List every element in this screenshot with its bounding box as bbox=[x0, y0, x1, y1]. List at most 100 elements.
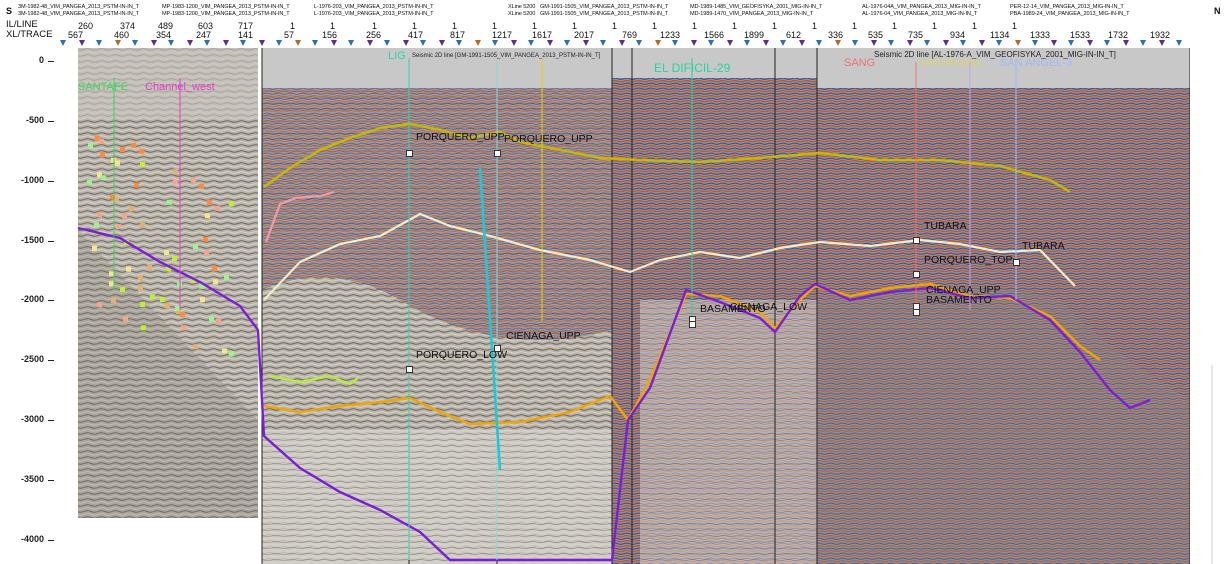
well-pick[interactable] bbox=[200, 297, 205, 302]
well-projection-marker[interactable] bbox=[816, 40, 822, 46]
horizon-pick-marker[interactable] bbox=[913, 309, 920, 316]
well-pick[interactable] bbox=[138, 285, 143, 291]
well-pick[interactable] bbox=[120, 287, 125, 292]
well-pick[interactable] bbox=[150, 294, 155, 300]
well-projection-marker[interactable] bbox=[168, 40, 174, 46]
well-projection-marker[interactable] bbox=[151, 40, 157, 46]
well-pick[interactable] bbox=[212, 266, 217, 271]
well-projection-marker[interactable] bbox=[456, 40, 462, 46]
well-projection-marker[interactable] bbox=[780, 40, 786, 46]
well-pick[interactable] bbox=[109, 271, 114, 277]
well-pick[interactable] bbox=[97, 172, 102, 178]
well-pick[interactable] bbox=[138, 275, 143, 281]
well-projection-marker[interactable] bbox=[204, 40, 210, 46]
well-pick[interactable] bbox=[164, 250, 169, 255]
well-label-san-angel[interactable]: SAN ANGEL-3 bbox=[1000, 57, 1073, 69]
well-pick[interactable] bbox=[109, 281, 114, 287]
well-projection-marker[interactable] bbox=[1123, 40, 1129, 46]
well-pick[interactable] bbox=[204, 250, 209, 255]
well-pick[interactable] bbox=[193, 344, 198, 350]
well-projection-marker[interactable] bbox=[1032, 40, 1038, 46]
well-pick[interactable] bbox=[134, 182, 139, 188]
well-projection-marker[interactable] bbox=[312, 40, 318, 46]
well-label-mid[interactable]: SANTANGEL bbox=[918, 57, 984, 69]
well-projection-marker[interactable] bbox=[348, 40, 354, 46]
well-pick[interactable] bbox=[139, 148, 144, 154]
well-projection-marker[interactable] bbox=[960, 40, 966, 46]
well-pick[interactable] bbox=[173, 179, 178, 185]
well-projection-marker[interactable] bbox=[511, 40, 517, 46]
well-pick[interactable] bbox=[191, 177, 196, 183]
well-projection-marker[interactable] bbox=[619, 40, 625, 46]
well-projection-marker[interactable] bbox=[835, 40, 841, 46]
well-projection-marker[interactable] bbox=[564, 40, 570, 46]
horizon-purple[interactable] bbox=[77, 226, 1151, 562]
horizon-pink[interactable] bbox=[264, 190, 335, 243]
well-projection-marker[interactable] bbox=[852, 40, 858, 46]
horizon-pick-marker[interactable] bbox=[1013, 259, 1020, 266]
well-projection-marker[interactable] bbox=[708, 40, 714, 46]
well-pick[interactable] bbox=[141, 325, 146, 331]
well-pick[interactable] bbox=[111, 297, 116, 303]
well-pick[interactable] bbox=[123, 316, 128, 322]
horizon-pick-marker[interactable] bbox=[913, 237, 920, 244]
well-pick[interactable] bbox=[229, 201, 234, 207]
well-projection-marker[interactable] bbox=[763, 40, 769, 46]
well-pick[interactable] bbox=[181, 325, 186, 331]
well-pick[interactable] bbox=[165, 303, 170, 309]
well-projection-marker[interactable] bbox=[1015, 40, 1021, 46]
well-projection-marker[interactable] bbox=[547, 40, 553, 46]
well-pick[interactable] bbox=[173, 169, 178, 175]
well-projection-marker[interactable] bbox=[475, 40, 481, 46]
well-pick[interactable] bbox=[100, 152, 105, 157]
fault-cyan[interactable] bbox=[478, 167, 502, 471]
well-pick[interactable] bbox=[88, 143, 93, 148]
well-projection-marker[interactable] bbox=[1087, 40, 1093, 46]
well-pick[interactable] bbox=[224, 275, 229, 280]
well-projection-marker[interactable] bbox=[331, 40, 337, 46]
well-pick[interactable] bbox=[229, 351, 234, 357]
well-projection-marker[interactable] bbox=[384, 40, 390, 46]
well-projection-marker[interactable] bbox=[1176, 40, 1182, 46]
well-pick[interactable] bbox=[120, 147, 125, 152]
well-pick[interactable] bbox=[110, 194, 115, 200]
well-projection-marker[interactable] bbox=[907, 40, 913, 46]
well-pick[interactable] bbox=[160, 297, 165, 302]
well-projection-marker[interactable] bbox=[1068, 40, 1074, 46]
well-pick[interactable] bbox=[94, 222, 99, 228]
well-pick[interactable] bbox=[122, 213, 127, 219]
well-projection-marker[interactable] bbox=[583, 40, 589, 46]
well-pick[interactable] bbox=[114, 197, 119, 203]
horizon-pick-marker[interactable] bbox=[494, 345, 501, 352]
well-pick[interactable] bbox=[215, 205, 220, 211]
well-projection-marker[interactable] bbox=[439, 40, 445, 46]
well-projection-marker[interactable] bbox=[871, 40, 877, 46]
well-projection-marker[interactable] bbox=[1051, 40, 1057, 46]
horizon-lime[interactable] bbox=[269, 374, 359, 386]
well-pick[interactable] bbox=[129, 206, 134, 212]
well-projection-marker[interactable] bbox=[96, 40, 102, 46]
well-pick[interactable] bbox=[216, 319, 221, 324]
well-label-channel-west[interactable]: Channel_west bbox=[145, 81, 215, 93]
well-projection-marker[interactable] bbox=[799, 40, 805, 46]
well-label-sang[interactable]: SANG bbox=[844, 57, 876, 69]
seismic-panel-middle[interactable] bbox=[262, 48, 612, 564]
well-projection-marker[interactable] bbox=[744, 40, 750, 46]
well-projection-marker[interactable] bbox=[60, 40, 66, 46]
horizon-pick-marker[interactable] bbox=[913, 271, 920, 278]
well-pick[interactable] bbox=[116, 224, 121, 229]
well-pick[interactable] bbox=[191, 277, 196, 283]
well-pick[interactable] bbox=[115, 160, 120, 166]
well-label-santafe[interactable]: SANTAFE bbox=[78, 81, 128, 93]
well-projection-marker[interactable] bbox=[295, 40, 301, 46]
well-projection-marker[interactable] bbox=[979, 40, 985, 46]
well-projection-marker[interactable] bbox=[240, 40, 246, 46]
well-projection-marker[interactable] bbox=[1159, 40, 1165, 46]
well-projection-marker[interactable] bbox=[420, 40, 426, 46]
well-pick[interactable] bbox=[97, 302, 102, 308]
well-pick[interactable] bbox=[199, 283, 204, 289]
well-pick[interactable] bbox=[176, 309, 181, 314]
well-pick[interactable] bbox=[166, 266, 171, 272]
well-projection-marker[interactable] bbox=[79, 40, 85, 46]
